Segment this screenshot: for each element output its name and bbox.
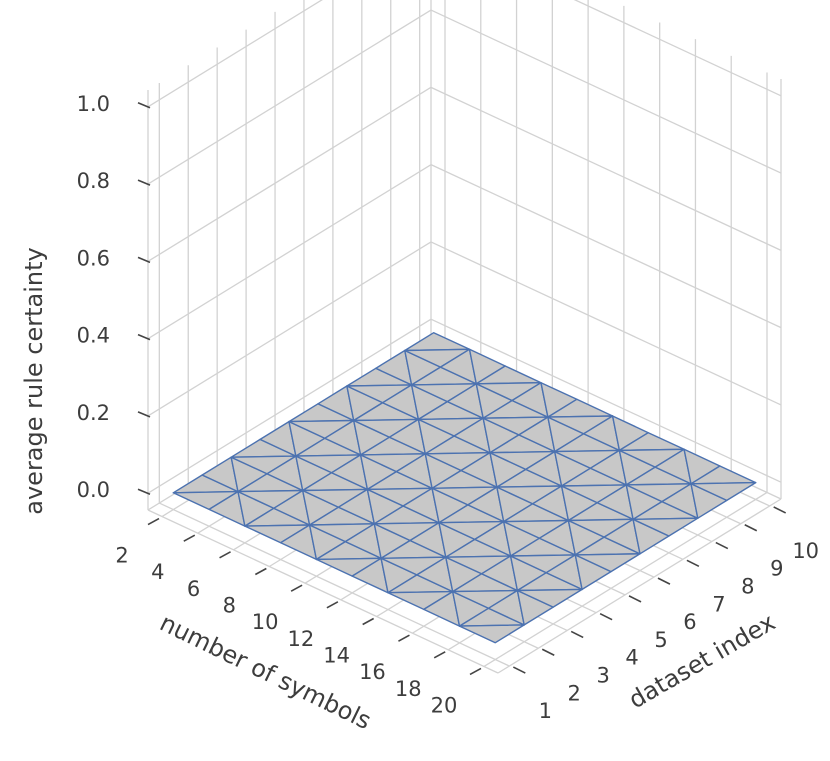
z-grid-back-left-3 bbox=[147, 86, 432, 262]
y-grid-floor-9 bbox=[483, 491, 768, 668]
y-tick-7 bbox=[398, 634, 410, 642]
y-tick-6 bbox=[362, 617, 375, 626]
x-tick-2 bbox=[570, 630, 584, 639]
x-tick-label-8: 9 bbox=[770, 557, 783, 581]
z-tick-4 bbox=[137, 179, 151, 186]
surface-layer bbox=[172, 332, 757, 644]
z-axis-label: average rule certainty bbox=[20, 247, 48, 514]
z-tick-3 bbox=[137, 256, 151, 264]
z-tick-0 bbox=[137, 488, 151, 495]
y-tick-label-2: 6 bbox=[187, 577, 200, 601]
y-tick-label-1: 4 bbox=[151, 560, 164, 584]
y-tick-label-8: 18 bbox=[395, 677, 422, 701]
z-grid-back-left-0 bbox=[147, 318, 432, 494]
y-tick-label-3: 8 bbox=[223, 594, 236, 618]
z-tick-label-5: 1.0 bbox=[77, 92, 110, 116]
z-tick-label-3: 0.6 bbox=[77, 246, 110, 270]
z-grid-back-right-1 bbox=[430, 241, 782, 406]
z-tick-label-1: 0.2 bbox=[77, 401, 110, 425]
x-tick-label-3: 4 bbox=[625, 646, 638, 670]
z-tick-label-2: 0.4 bbox=[77, 324, 110, 348]
x-grid-floor-0 bbox=[159, 502, 510, 667]
x-tick-label-9: 10 bbox=[792, 539, 819, 563]
y-tick-9 bbox=[469, 667, 482, 676]
x-tick-3 bbox=[599, 612, 613, 621]
x-tick-5 bbox=[657, 577, 671, 585]
z-tick-2 bbox=[137, 333, 151, 341]
z-grid-back-right-0 bbox=[430, 318, 782, 483]
x-axis-label: dataset index bbox=[624, 608, 780, 714]
x-tick-label-0: 1 bbox=[539, 699, 552, 723]
surface-facet-2-8-1 bbox=[516, 588, 583, 608]
z-grid-back-right-2 bbox=[430, 164, 782, 329]
floor-edge-front-right bbox=[497, 498, 782, 674]
y-tick-label-0: 2 bbox=[115, 544, 128, 568]
x-tick-label-1: 2 bbox=[568, 681, 581, 705]
x-tick-label-2: 3 bbox=[596, 663, 609, 687]
y-tick-5 bbox=[326, 601, 339, 609]
x-tick-9 bbox=[773, 506, 787, 514]
z-tick-5 bbox=[137, 102, 151, 109]
y-tick-label-5: 12 bbox=[288, 627, 315, 651]
x-tick-label-5: 6 bbox=[683, 610, 696, 634]
y-tick-label-4: 10 bbox=[252, 610, 279, 634]
x-tick-0 bbox=[512, 666, 526, 674]
x-tick-label-4: 5 bbox=[654, 628, 667, 652]
surface-facet-6-8-1 bbox=[632, 517, 699, 537]
y-tick-label-6: 14 bbox=[323, 643, 350, 667]
x-tick-label-6: 7 bbox=[712, 592, 725, 616]
surface-facet-8-0-0 bbox=[404, 332, 471, 352]
z-tick-label-4: 0.8 bbox=[77, 169, 110, 193]
x-tick-1 bbox=[541, 648, 555, 656]
z-grid-back-right-4 bbox=[430, 9, 782, 174]
floor-edge-front-left bbox=[147, 509, 499, 674]
y-tick-0 bbox=[147, 517, 160, 526]
z-tick-1 bbox=[137, 411, 151, 418]
z-tick-label-0: 0.0 bbox=[77, 478, 110, 502]
z-grid-back-left-5 bbox=[147, 0, 323, 108]
x-tick-4 bbox=[628, 595, 642, 603]
z-grid-back-left-4 bbox=[147, 9, 432, 185]
z-grid-back-left-1 bbox=[147, 241, 432, 417]
y-tick-4 bbox=[290, 584, 303, 592]
z-grid-back-right-5 bbox=[573, 0, 782, 97]
y-tick-label-9: 20 bbox=[431, 693, 458, 717]
z-grid-back-right-3 bbox=[430, 86, 782, 251]
y-tick-2 bbox=[219, 551, 231, 559]
surface-facet-8-8-1 bbox=[690, 481, 757, 502]
z-grid-back-left-2 bbox=[147, 164, 432, 340]
surface-facet-4-8-1 bbox=[574, 553, 641, 573]
x-tick-6 bbox=[686, 559, 700, 568]
y-tick-8 bbox=[433, 651, 446, 659]
x-tick-7 bbox=[715, 541, 729, 550]
y-tick-3 bbox=[254, 567, 267, 576]
y-tick-label-7: 16 bbox=[359, 660, 386, 684]
surface-facet-0-8-1 bbox=[458, 624, 525, 644]
x-tick-label-7: 8 bbox=[741, 575, 754, 599]
y-tick-1 bbox=[183, 534, 196, 542]
x-tick-8 bbox=[744, 524, 758, 532]
